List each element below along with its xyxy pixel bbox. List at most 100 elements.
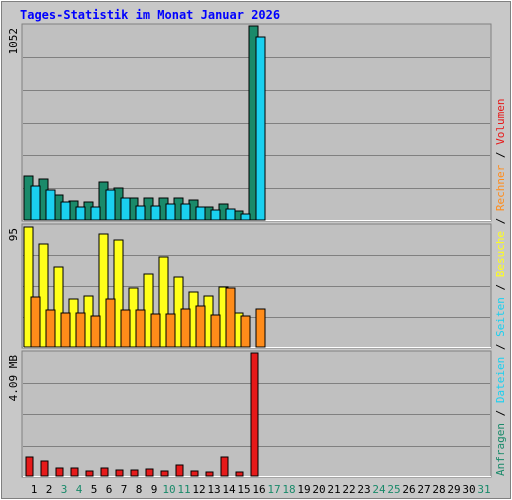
bar-rechner — [135, 309, 146, 348]
x-tick-label: 12 — [192, 483, 205, 496]
bar-volumen — [205, 471, 214, 477]
bar-dateien — [120, 197, 131, 221]
bar-dateien — [225, 208, 236, 221]
bar-volumen — [55, 467, 64, 477]
bar-dateien — [150, 205, 161, 221]
x-tick-label: 6 — [106, 483, 113, 496]
bar-rechner — [105, 298, 116, 348]
bar-dateien — [210, 209, 221, 221]
bar-besuche — [158, 256, 169, 348]
x-tick-label: 8 — [136, 483, 143, 496]
bar-rechner — [225, 287, 236, 348]
x-tick-label: 20 — [312, 483, 325, 496]
bar-dateien — [105, 189, 116, 221]
bar-volumen — [130, 469, 139, 477]
legend-entry: Anfragen — [494, 423, 507, 476]
x-tick-label: 7 — [121, 483, 128, 496]
x-tick-label: 1 — [31, 483, 38, 496]
x-tick-label: 27 — [417, 483, 430, 496]
x-tick-label: 9 — [151, 483, 158, 496]
x-tick-label: 24 — [372, 483, 386, 496]
bar-rechner — [240, 315, 251, 348]
bar-dateien — [165, 203, 176, 221]
bar-rechner — [120, 309, 131, 348]
bar-volumen — [70, 467, 79, 477]
bar-dateien — [240, 213, 251, 221]
bar-besuche — [23, 226, 34, 348]
panel-volume: 4.09 MB — [7, 350, 492, 478]
x-tick-label: 13 — [207, 483, 220, 496]
legend-entry: Seiten — [494, 297, 507, 343]
x-tick-label: 2 — [46, 483, 53, 496]
bar-volumen — [190, 470, 199, 477]
bar-rechner — [195, 305, 206, 348]
legend-entry: / — [494, 218, 507, 231]
bar-dateien — [195, 206, 206, 221]
x-tick-label: 28 — [432, 483, 445, 496]
bar-volumen — [40, 460, 49, 477]
y-max-label: 4.09 MB — [7, 355, 20, 402]
x-tick-label: 3 — [61, 483, 68, 496]
bar-dateien — [45, 189, 56, 221]
legend-entry: Volumen — [494, 98, 507, 151]
bar-volumen — [100, 467, 109, 477]
x-tick-label: 18 — [282, 483, 295, 496]
x-tick-label: 4 — [76, 483, 83, 496]
bar-rechner — [165, 313, 176, 348]
legend-entry: / — [494, 284, 507, 297]
bar-rechner — [30, 296, 41, 348]
legend-entry: Besuche — [494, 231, 507, 284]
bar-rechner — [150, 313, 161, 348]
bar-rechner — [90, 315, 101, 348]
chart-title: Tages-Statistik im Monat Januar 2026 — [20, 8, 280, 22]
bar-dateien — [30, 185, 41, 221]
x-tick-label: 29 — [447, 483, 460, 496]
bar-volumen — [220, 456, 229, 477]
y-max-label: 95 — [7, 228, 20, 241]
bar-dateien — [60, 201, 71, 221]
bar-rechner — [75, 312, 86, 348]
bar-volumen — [85, 470, 94, 477]
bar-dateien — [180, 203, 191, 221]
x-tick-label: 11 — [177, 483, 190, 496]
bar-volumen — [160, 470, 169, 477]
bar-besuche — [113, 239, 124, 348]
bar-volumen — [250, 352, 259, 477]
legend-entry: / — [494, 344, 507, 357]
bar-besuche — [53, 266, 64, 348]
bar-volumen — [25, 456, 34, 477]
x-tick-label: 19 — [297, 483, 310, 496]
legend-entry: Dateien — [494, 357, 507, 410]
x-tick-label: 15 — [237, 483, 250, 496]
series-legend: Anfragen / Dateien / Seiten / Besuche / … — [494, 98, 507, 476]
x-tick-label: 23 — [357, 483, 370, 496]
bar-besuche — [38, 243, 49, 348]
x-tick-label: 30 — [462, 483, 475, 496]
bar-volumen — [235, 471, 244, 477]
x-tick-label: 5 — [91, 483, 98, 496]
legend-entry: / — [494, 151, 507, 164]
x-tick-label: 25 — [387, 483, 400, 496]
bar-rechner — [45, 309, 56, 348]
x-tick-label: 26 — [402, 483, 415, 496]
bar-rechner — [60, 312, 71, 348]
x-tick-label: 31 — [477, 483, 490, 496]
x-tick-label: 10 — [162, 483, 175, 496]
x-tick-label: 22 — [342, 483, 355, 496]
bar-dateien — [90, 206, 101, 221]
legend-entry: Rechner — [494, 164, 507, 217]
bar-volumen — [115, 469, 124, 477]
bar-rechner — [180, 308, 191, 348]
x-tick-label: 21 — [327, 483, 340, 496]
x-tick-label: 14 — [222, 483, 236, 496]
panel-visits: 95 — [7, 223, 492, 349]
bar-rechner — [255, 308, 266, 348]
bar-rechner — [210, 314, 221, 348]
bar-dateien — [135, 205, 146, 221]
bar-volumen — [175, 464, 184, 477]
legend-entry: / — [494, 410, 507, 423]
x-tick-label: 16 — [252, 483, 265, 496]
bar-besuche — [98, 233, 109, 348]
